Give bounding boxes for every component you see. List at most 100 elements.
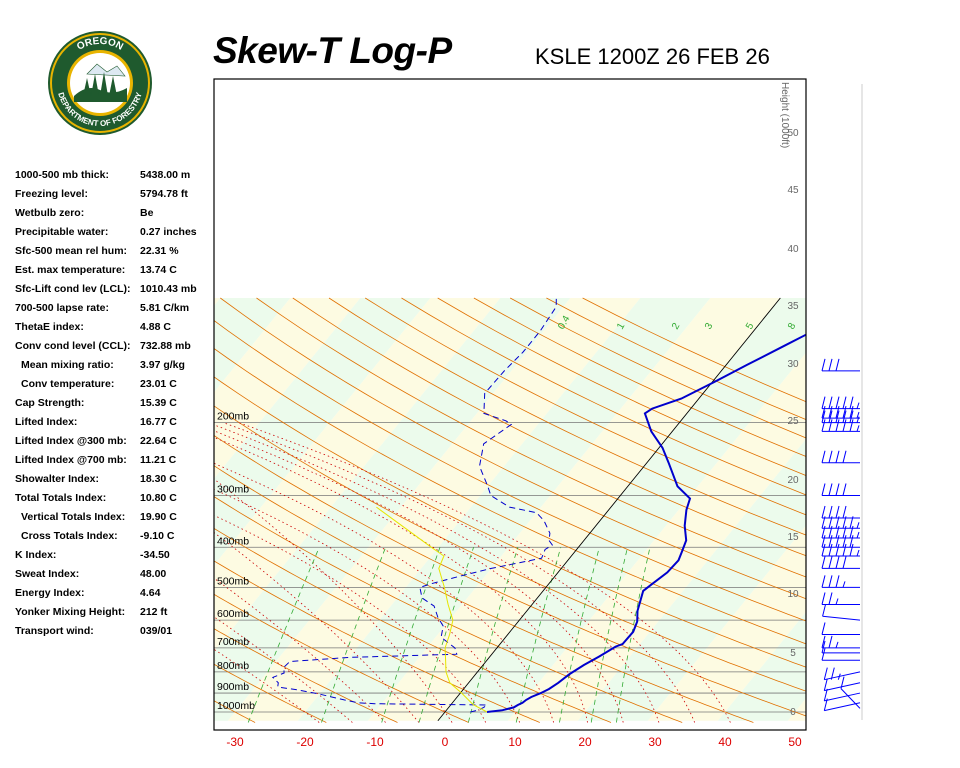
dry-adiabat [256,297,806,578]
temperature-band [0,298,10,721]
stat-value: 11.21 C [140,454,177,466]
stat-value: -34.50 [140,549,170,561]
stat-label: Precipitable water: [15,226,109,238]
stat-row: Mean mixing ratio: 3.97 g/kg [15,359,215,378]
wind-barb-flag [835,556,840,569]
wind-barb [821,556,860,569]
stat-row: Lifted Index: 16.77 C [15,416,215,435]
dry-adiabat [214,376,806,668]
temperature-band [297,298,711,721]
temperature-tick-label: 50 [788,735,802,749]
stat-row: Sfc-Lift cond lev (LCL): 1010.43 mb [15,283,215,302]
wind-barb-flag [822,604,827,617]
temperature-band [858,298,960,721]
wind-barb [822,604,861,621]
wind-barb-flag [828,556,833,569]
stat-label: Showalter Index: [15,473,100,485]
wind-barb-flag [828,358,833,372]
wind-barb-flag [835,505,840,519]
wind-barb [823,667,861,681]
moist-adiabat [214,462,554,723]
stat-row: Energy Index: 4.64 [15,587,215,606]
wind-barb-half [856,549,860,557]
dry-adiabat [437,297,806,476]
wind-barb [821,396,860,410]
wind-barb-half [835,641,839,649]
plot-frame [213,78,807,731]
temperature-band [214,298,571,721]
wind-barb-flag [821,640,826,654]
stat-value: 18.30 C [140,473,177,485]
wind-barb-flag [821,556,826,569]
temperature-tick-label: 0 [442,735,449,749]
wind-barb-flag [842,450,847,463]
wind-barb-half [856,402,860,409]
wind-barb [821,592,860,606]
stat-label: Sfc-500 mean rel hum: [15,245,128,257]
wind-barb-flag [821,648,826,661]
temperature-tick-label: 20 [578,735,592,749]
stat-value: 48.00 [140,568,167,580]
wind-barb-flag [828,543,833,557]
mixing-ratio-line [616,547,651,723]
wind-barb-flag [835,483,840,496]
wind-barb [823,688,861,702]
wind-barb [821,419,860,432]
wind-barb [821,358,860,372]
stat-value: 23.01 C [140,378,177,390]
wind-barb-flag [835,535,840,548]
sounding-trace-2 [376,506,488,713]
wind-barb-flag [821,543,826,557]
wind-barb-flag [821,419,826,432]
stat-value: Be [140,207,154,219]
dry-adiabat [214,434,806,717]
temperature-tick-label: 30 [648,735,662,749]
wind-barb-staff [824,671,861,681]
pressure-label: 900mb [217,681,249,693]
wind-barb-half [835,598,839,605]
temperature-band [227,298,641,721]
logo-top-text: OREGON [75,36,125,53]
stat-label: Lifted Index @700 mb: [15,454,127,466]
dry-adiabat [214,465,754,723]
pressure-label: 400mb [217,535,249,547]
mixing-ratio-line [247,547,320,723]
pressure-label: 200mb [217,411,249,423]
stat-value: 5.81 C/km [140,302,190,314]
stat-row: Vertical Totals Index: 19.90 C [15,511,215,530]
wind-barb-half [856,531,860,539]
stat-row: K Index: -34.50 [15,549,215,568]
pressure-label: 600mb [217,608,249,620]
wind-barb-flag [849,396,854,409]
wind-barb-flag [835,450,840,463]
stat-label: Sfc-Lift cond lev (LCL): [15,283,131,295]
wind-barb-flag [821,592,826,605]
stat-value: 10.80 C [140,492,177,504]
wind-barb-staff [840,688,861,709]
wind-barb-flag [823,678,828,691]
stat-value: 16.77 C [140,416,177,428]
stat-label: K Index: [15,549,57,561]
stat-value: 3.97 g/kg [140,359,185,371]
temperature-band [367,298,781,721]
stat-row: Conv temperature: 23.01 C [15,378,215,397]
stat-value: 212 ft [140,606,168,618]
dry-adiabat [292,297,806,557]
stat-value: 732.88 mb [140,340,191,352]
wind-barb-flag [842,419,847,432]
height-tick-label: 50 [787,128,799,139]
sounding-trace-1 [271,297,557,713]
stat-row: Precipitable water: 0.27 inches [15,226,215,245]
wind-barb-flag [821,635,826,648]
stat-label: ThetaE index: [15,321,84,333]
dry-adiabat [214,628,398,723]
dry-adiabat [214,320,806,622]
stat-value: 19.90 C [140,511,177,523]
wind-barb-staff [822,615,861,621]
stat-label: 700-500 lapse rate: [15,302,109,314]
mixing-ratio-line [381,547,441,723]
pressure-label: 1000mb [217,700,255,712]
stat-row: Est. max temperature: 13.74 C [15,264,215,283]
dry-adiabat [214,593,469,723]
moist-adiabat [214,478,453,723]
